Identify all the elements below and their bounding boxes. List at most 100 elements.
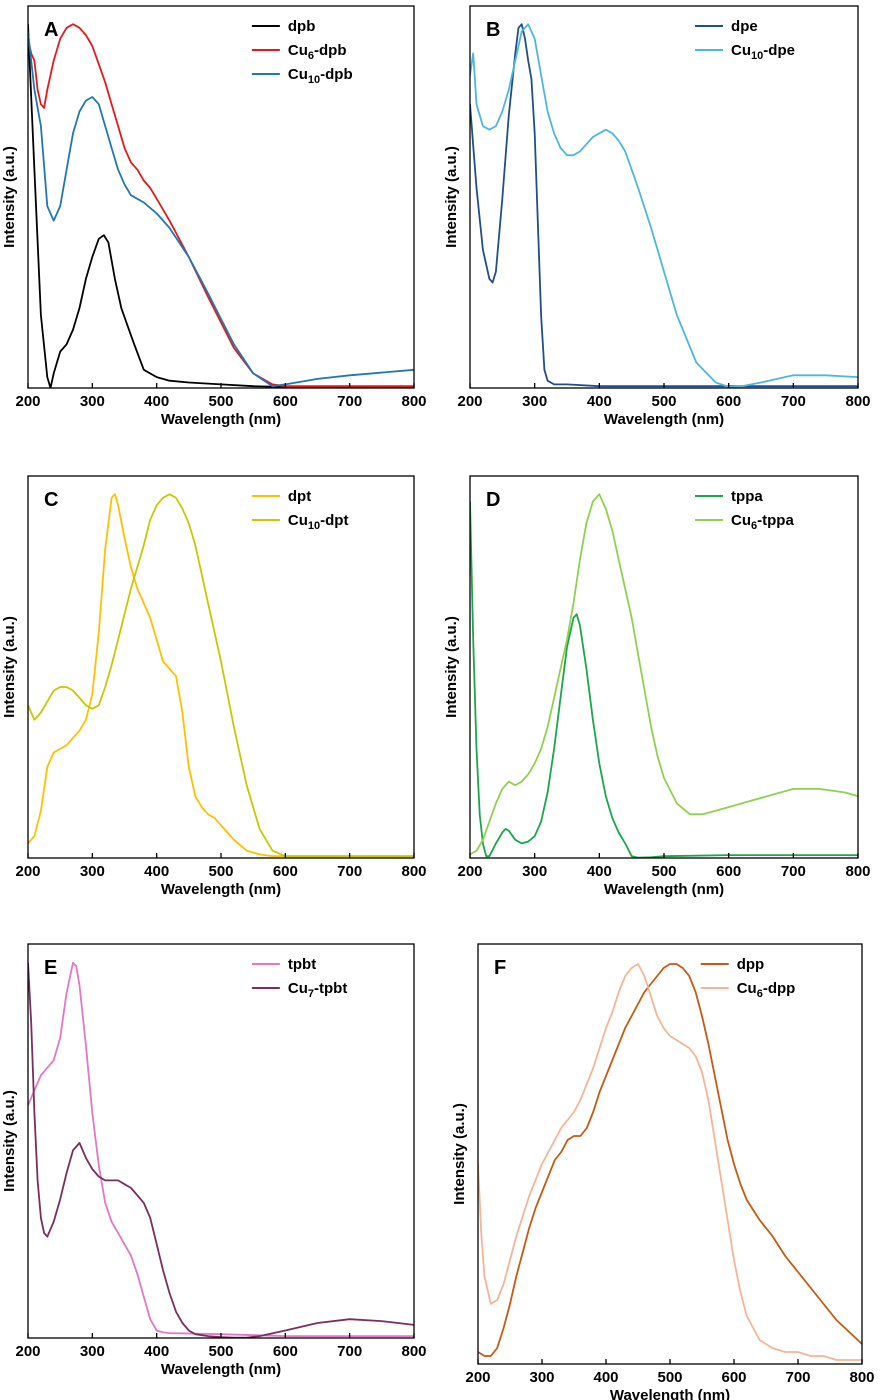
legend-name-tail: -dpe [763, 42, 795, 59]
x-tick-label: 300 [80, 393, 105, 410]
x-tick-label: 500 [208, 1343, 233, 1360]
series-line-tppa [470, 501, 858, 858]
legend-name-base: Cu [731, 512, 751, 529]
legend-name-base: Cu [288, 66, 308, 83]
legend-label: tpbt [288, 956, 316, 973]
legend-name-base: dpe [731, 18, 758, 35]
legend-label: Cu10-dpt [288, 512, 349, 532]
plot-frame [27, 5, 415, 389]
panel-letter: A [44, 19, 58, 41]
x-tick-label: 800 [845, 863, 870, 880]
x-tick-label: 800 [849, 1369, 874, 1386]
x-tick-label: 200 [457, 863, 482, 880]
plot-frame [469, 475, 859, 859]
x-tick-label: 800 [401, 1343, 426, 1360]
legend-label: Cu6-dpb [288, 42, 347, 62]
x-tick-label: 700 [337, 863, 362, 880]
series-line-cu10-dpt [28, 493, 414, 858]
x-tick-label: 700 [781, 863, 806, 880]
legend-name-subscript: 6 [308, 50, 314, 62]
series-line-cu10-dpe [470, 23, 858, 388]
x-tick-label: 600 [273, 1343, 298, 1360]
legend-label: Cu10-dpe [731, 42, 795, 62]
legend-name-tail: -tpbt [314, 980, 347, 997]
x-tick-label: 200 [15, 1343, 40, 1360]
chart-panel-b: 200 300 400 500 600 700 800 Wavelength (nm) Inte… [443, 5, 871, 428]
x-tick-label: 300 [529, 1369, 554, 1386]
x-tick-label: 600 [273, 393, 298, 410]
x-tick-label: 300 [80, 1343, 105, 1360]
x-axis-title: Wavelength (nm) [604, 411, 724, 428]
x-tick-label: 300 [522, 393, 547, 410]
legend-name-subscript: 6 [751, 520, 757, 532]
x-tick-label: 600 [273, 863, 298, 880]
x-axis-title: Wavelength (nm) [604, 881, 724, 898]
legend-label: Cu6-dpp [737, 980, 796, 1000]
legend-name-base: Cu [731, 42, 751, 59]
series-line-dpe [470, 23, 858, 388]
x-tick-label: 300 [80, 863, 105, 880]
legend-name-subscript: 7 [308, 988, 314, 1000]
x-tick-label: 700 [337, 393, 362, 410]
series-line-cu6-dpp [478, 963, 862, 1361]
chart-panel-d: 200 300 400 500 600 700 800 Wavelength (nm) Inte… [443, 475, 871, 898]
legend-label: dpt [288, 488, 311, 505]
legend-label: dpp [737, 956, 765, 973]
chart-panel-e: 200 300 400 500 600 700 800 Wavelength (nm) Inte… [1, 943, 427, 1378]
panel-letter: B [486, 19, 500, 41]
legend-name-base: dpp [737, 956, 765, 973]
panel-letter: C [44, 489, 58, 511]
chart-panel-a: 200 300 400 500 600 700 800 Wavelength (nm) Inte… [1, 5, 427, 428]
y-axis-title: Intensity (a.u.) [1, 616, 18, 718]
chart-panel-c: 200 300 400 500 600 700 800 Wavelength (nm) Inte… [1, 475, 427, 898]
legend-name-tail: -dpt [320, 512, 348, 529]
plot-frame [477, 943, 863, 1365]
x-tick-label: 400 [144, 1343, 169, 1360]
series-line-cu6-tppa [470, 493, 858, 856]
x-tick-label: 200 [465, 1369, 490, 1386]
legend-label: Cu7-tpbt [288, 980, 347, 1000]
plot-frame [27, 943, 415, 1339]
x-tick-label: 400 [587, 863, 612, 880]
legend-label: tppa [731, 488, 763, 505]
x-tick-label: 700 [781, 393, 806, 410]
y-axis-title: Intensity (a.u.) [1, 146, 18, 248]
legend-label: Cu6-tppa [731, 512, 794, 532]
x-tick-label: 400 [144, 393, 169, 410]
x-axis-title: Wavelength (nm) [610, 1387, 730, 1400]
legend-name-base: Cu [288, 512, 308, 529]
x-tick-label: 800 [401, 393, 426, 410]
x-tick-label: 600 [716, 393, 741, 410]
x-tick-label: 700 [785, 1369, 810, 1386]
legend-name-subscript: 10 [751, 50, 763, 62]
x-tick-label: 500 [657, 1369, 682, 1386]
x-tick-label: 800 [401, 863, 426, 880]
series-line-cu6-dpb [28, 23, 414, 388]
legend-name-base: tppa [731, 488, 763, 505]
x-tick-label: 800 [845, 393, 870, 410]
x-tick-label: 600 [721, 1369, 746, 1386]
x-tick-label: 600 [716, 863, 741, 880]
legend-name-base: Cu [737, 980, 757, 997]
series-line-tpbt [28, 961, 414, 1337]
y-axis-title: Intensity (a.u.) [443, 146, 460, 248]
y-axis-title: Intensity (a.u.) [451, 1103, 468, 1205]
x-tick-label: 500 [651, 393, 676, 410]
chart-panel-f: 200 300 400 500 600 700 800 Wavelength (nm) Inte… [451, 943, 875, 1400]
legend-name-base: dpb [288, 18, 316, 35]
legend-name-base: Cu [288, 980, 308, 997]
legend-name-tail: -dpb [320, 66, 352, 83]
legend-label: dpe [731, 18, 758, 35]
x-axis-title: Wavelength (nm) [161, 1361, 281, 1378]
legend-name-tail: -dpb [314, 42, 346, 59]
series-line-dpb [28, 24, 414, 388]
legend-name-base: tpbt [288, 956, 316, 973]
legend-name-base: dpt [288, 488, 311, 505]
series-line-cu10-dpb [28, 31, 414, 388]
series-line-cu7-tpbt [28, 962, 414, 1338]
x-tick-label: 200 [15, 863, 40, 880]
x-axis-title: Wavelength (nm) [161, 411, 281, 428]
x-tick-label: 500 [651, 863, 676, 880]
legend-label: Cu10-dpb [288, 66, 353, 86]
